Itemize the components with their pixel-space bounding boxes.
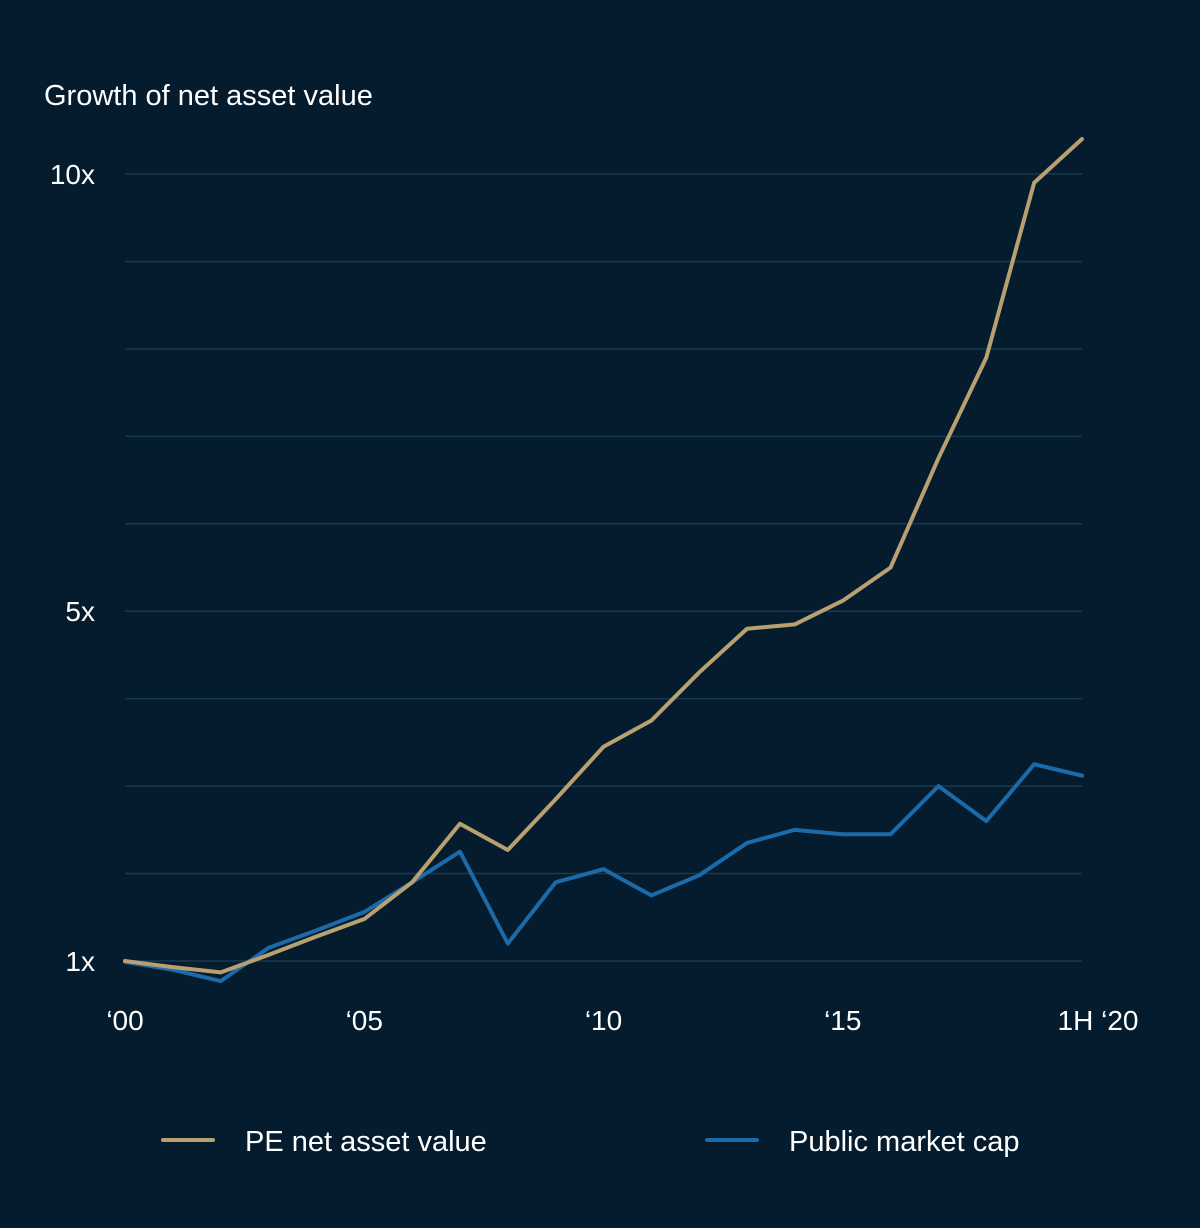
y-tick-label: 1x	[65, 946, 95, 977]
y-axis-title: Growth of net asset value	[44, 80, 373, 112]
series-line-pe-net-asset-value	[123, 137, 1084, 975]
legend-label: Public market cap	[789, 1126, 1020, 1158]
series-lines	[123, 137, 1084, 984]
x-tick-label: ‘15	[824, 1005, 861, 1036]
x-tick-label: ‘10	[585, 1005, 622, 1036]
gridlines	[125, 173, 1082, 962]
x-tick-label: ‘05	[346, 1005, 383, 1036]
legend-label: PE net asset value	[245, 1126, 487, 1158]
series-line-public-market-cap	[123, 762, 1084, 984]
y-tick-label: 10x	[50, 159, 95, 190]
y-tick-label: 5x	[65, 596, 95, 627]
y-axis-ticks: 1x 5x 10x	[50, 159, 95, 977]
legend: PE net asset value Public market cap	[161, 1126, 1020, 1158]
x-tick-label: 1H ‘20	[1058, 1005, 1139, 1036]
x-tick-label: ‘00	[106, 1005, 143, 1036]
x-axis-ticks: ‘00 ‘05 ‘10 ‘15 1H ‘20	[106, 1005, 1138, 1036]
